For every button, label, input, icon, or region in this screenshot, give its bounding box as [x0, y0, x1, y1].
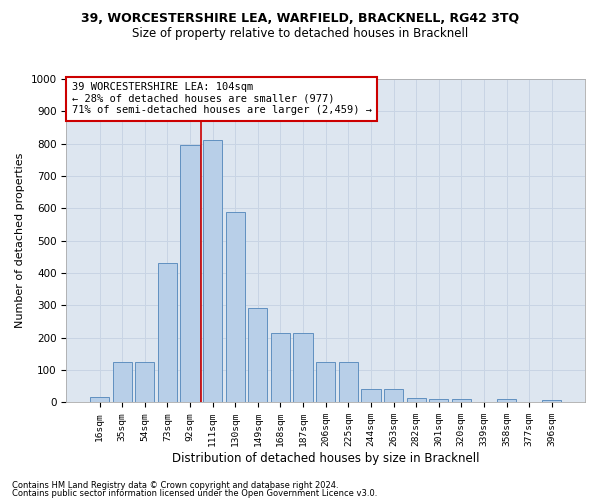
Bar	[542, 400, 562, 402]
Bar	[429, 399, 448, 402]
Bar	[497, 399, 516, 402]
Y-axis label: Number of detached properties: Number of detached properties	[15, 153, 25, 328]
Bar	[90, 398, 109, 402]
Bar	[293, 334, 313, 402]
Text: Contains public sector information licensed under the Open Government Licence v3: Contains public sector information licen…	[12, 489, 377, 498]
Bar	[316, 362, 335, 402]
Text: Size of property relative to detached houses in Bracknell: Size of property relative to detached ho…	[132, 28, 468, 40]
Text: 39, WORCESTERSHIRE LEA, WARFIELD, BRACKNELL, RG42 3TQ: 39, WORCESTERSHIRE LEA, WARFIELD, BRACKN…	[81, 12, 519, 26]
Bar	[203, 140, 222, 402]
Bar	[158, 263, 177, 402]
Bar	[384, 390, 403, 402]
Bar	[226, 212, 245, 402]
Text: Contains HM Land Registry data © Crown copyright and database right 2024.: Contains HM Land Registry data © Crown c…	[12, 480, 338, 490]
Bar	[407, 398, 426, 402]
X-axis label: Distribution of detached houses by size in Bracknell: Distribution of detached houses by size …	[172, 452, 479, 465]
Bar	[271, 334, 290, 402]
Bar	[248, 308, 268, 402]
Bar	[135, 362, 154, 402]
Bar	[361, 390, 380, 402]
Text: 39 WORCESTERSHIRE LEA: 104sqm
← 28% of detached houses are smaller (977)
71% of : 39 WORCESTERSHIRE LEA: 104sqm ← 28% of d…	[71, 82, 371, 116]
Bar	[181, 146, 200, 402]
Bar	[339, 362, 358, 402]
Bar	[113, 362, 132, 402]
Bar	[452, 399, 471, 402]
